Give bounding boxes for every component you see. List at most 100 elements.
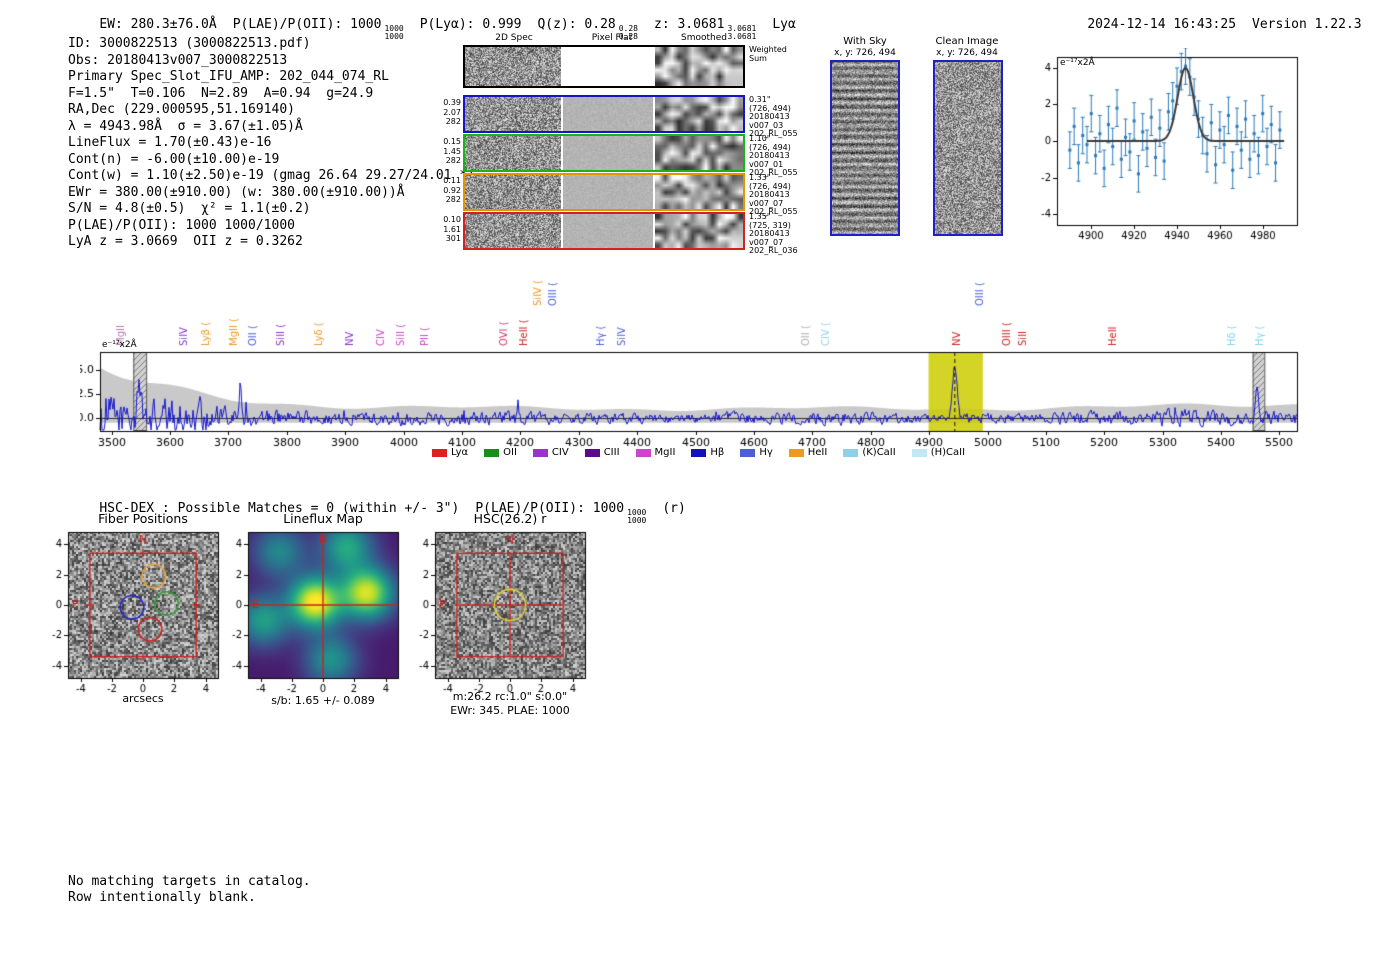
row-scale-value: 1.61 bbox=[443, 224, 461, 234]
footer-line: Row intentionally blank. bbox=[68, 890, 256, 905]
spec2d-image bbox=[465, 97, 561, 131]
hscdex-matches: HSC-DEX : Possible Matches = 0 (within +… bbox=[99, 501, 460, 516]
row-scale-value: 1.45 bbox=[443, 146, 461, 156]
row-annotation: Sum bbox=[749, 53, 767, 63]
z-lo: 3.0681 bbox=[727, 32, 757, 41]
row-scale-value: 282 bbox=[445, 195, 461, 204]
row-annotation: v007_07 bbox=[749, 237, 784, 247]
hscdex-plae-hi: 1000 bbox=[627, 508, 647, 517]
info-line: RA,Dec (229.000595,51.169140) bbox=[68, 102, 295, 117]
spec2d-strip bbox=[463, 173, 745, 211]
pixelflat-image bbox=[563, 214, 653, 248]
row-annotation: (726, 494) bbox=[749, 103, 791, 113]
row-scale-labels: 0.10 1.61 301 bbox=[441, 212, 463, 250]
legend-item-OII: OII bbox=[484, 447, 517, 458]
row-annotation: 20180413 bbox=[749, 190, 790, 200]
row-annotation: 1.35" bbox=[749, 212, 771, 221]
row-annotation: 20180413 bbox=[749, 229, 790, 239]
legend-swatch bbox=[584, 448, 600, 457]
plae-lo: 1000 bbox=[384, 32, 404, 41]
spec2d-image bbox=[465, 175, 561, 209]
legend-label: CIII bbox=[603, 447, 620, 458]
legend-swatch bbox=[532, 448, 548, 457]
legend-swatch bbox=[635, 448, 651, 457]
legend-item-(K)CaII: (K)CaII bbox=[843, 447, 896, 458]
qz-value: Q(z): 0.28 bbox=[537, 17, 616, 32]
z-range: 3.0681 3.0681 bbox=[727, 25, 756, 41]
legend-swatch bbox=[740, 448, 756, 457]
legend-label: Lyα bbox=[450, 447, 469, 458]
row-annotation: v007_01 bbox=[749, 159, 784, 169]
row-scale-labels: 0.11 0.92 282 bbox=[441, 173, 463, 211]
info-line: EWr = 380.00(±910.00) (w: 380.00(±910.00… bbox=[68, 184, 405, 200]
footer-line: No matching targets in catalog. bbox=[68, 874, 311, 889]
pixelflat-title: Pixel Flat bbox=[591, 33, 633, 43]
legend-label: OII bbox=[503, 447, 517, 458]
spectrum-ylabel: e⁻¹⁷x2Å bbox=[102, 340, 137, 350]
spectrum-legend: Lyα OII CIV CIII MgII Hβ Hγ HeII (K)CaII (H)CaII bbox=[100, 447, 1297, 458]
info-line: P(LAE)/P(OII): 1000 1000/1000 bbox=[68, 217, 295, 233]
row-scale-value: 282 bbox=[445, 117, 461, 126]
legend-label: Hγ bbox=[759, 447, 773, 458]
spec2d-strip bbox=[463, 95, 745, 133]
withsky-image bbox=[830, 60, 900, 236]
row-annotations: 1.35" (725, 319) 20180413 v007_07 202_RL… bbox=[749, 212, 819, 255]
info-line: Cont(n) = -6.00(±10.00)e-19 bbox=[68, 151, 280, 167]
lineflux-map-plot bbox=[220, 526, 410, 698]
header-meta: 2024-12-14 16:43:25 Version 1.22.3 bbox=[1056, 2, 1361, 47]
legend-swatch bbox=[788, 448, 804, 457]
legend-label: CIV bbox=[551, 447, 569, 458]
pixelflat-image bbox=[563, 97, 653, 131]
withsky-coords: x, y: 726, 494 bbox=[834, 48, 896, 58]
legend-label: (K)CaII bbox=[862, 447, 896, 458]
legend-swatch bbox=[484, 448, 500, 457]
qz-hi: 0.28 bbox=[618, 24, 638, 33]
row-annotation: (725, 319) bbox=[749, 220, 791, 230]
ew-value: EW: 280.3±76.0Å bbox=[99, 17, 217, 32]
smoothed-image bbox=[655, 175, 743, 209]
full-spectrum-plot bbox=[80, 264, 1310, 450]
row-annotations: 0.31" (726, 494) 20180413 v007_03 202_RL… bbox=[749, 95, 819, 138]
row-annotation: 202_RL_055 bbox=[749, 207, 798, 217]
z-value: z: 3.0681 bbox=[654, 17, 725, 32]
legend-item-CIV: CIV bbox=[532, 447, 569, 458]
smoothed-title: Smoothed bbox=[681, 33, 727, 43]
header-line: EW: 280.3±76.0Å P(LAE)/P(OII): 1000 1000 10… bbox=[68, 2, 796, 56]
spec2d-strip bbox=[463, 212, 745, 250]
row-annotation: 20180413 bbox=[749, 151, 790, 161]
info-block: ID: 3000822513 (3000822513.pdf) Obs: 201… bbox=[68, 36, 475, 251]
legend-item-Hβ: Hβ bbox=[691, 447, 724, 458]
info-line: LineFlux = 1.70(±0.43)e-16 bbox=[68, 135, 272, 150]
pixelflat-image bbox=[563, 175, 653, 209]
detail-ylabel: e⁻¹⁷x2Å bbox=[1060, 58, 1095, 68]
spec2d-row-weighted-sum: Weighted Sum bbox=[441, 45, 819, 88]
hscdex-line: HSC-DEX : Possible Matches = 0 (within +… bbox=[68, 486, 686, 540]
hsc-cutout-plot bbox=[407, 526, 597, 698]
row-annotation: 202_RL_036 bbox=[749, 246, 798, 256]
plya-value: P(Lyα): 0.999 bbox=[419, 17, 522, 32]
lineflux-map-title: Lineflux Map bbox=[283, 511, 363, 526]
spec2d-image bbox=[465, 214, 561, 248]
row-scale-labels bbox=[441, 45, 463, 88]
row-scale-value: 282 bbox=[445, 156, 461, 165]
pixelflat-blank bbox=[563, 47, 653, 86]
row-annotations: Weighted Sum bbox=[749, 45, 819, 88]
row-annotation: (726, 494) bbox=[749, 142, 791, 152]
hscdex-plae-range: 1000 1000 bbox=[627, 509, 646, 525]
legend-swatch bbox=[691, 448, 707, 457]
info-line: λ = 4943.98Å σ = 3.67(±1.05)Å bbox=[68, 118, 303, 134]
plae-range: 1000 1000 bbox=[384, 25, 403, 41]
row-annotation: 1.33" bbox=[749, 173, 771, 182]
row-scale-value: 2.07 bbox=[443, 107, 461, 117]
smoothed-image bbox=[655, 214, 743, 248]
hsc-cutout-title: HSC(26.2) r bbox=[473, 511, 547, 526]
row-scale-labels: 0.39 2.07 282 bbox=[441, 95, 463, 133]
row-annotation: (726, 494) bbox=[749, 181, 791, 191]
smoothed-image bbox=[655, 47, 743, 86]
row-annotation: 202_RL_055 bbox=[749, 168, 798, 178]
spec2d-row-fiber2: 0.15 1.45 282 1.10" (726, 494) 20180413 … bbox=[441, 134, 819, 177]
row-annotation: 1.10" bbox=[749, 134, 771, 143]
spec2d-row-fiber3: 0.11 0.92 282 1.33" (726, 494) 20180413 … bbox=[441, 173, 819, 216]
hsc-ew-caption: EWr: 345. PLAE: 1000 bbox=[450, 704, 570, 717]
row-annotation: Weighted bbox=[749, 45, 787, 54]
